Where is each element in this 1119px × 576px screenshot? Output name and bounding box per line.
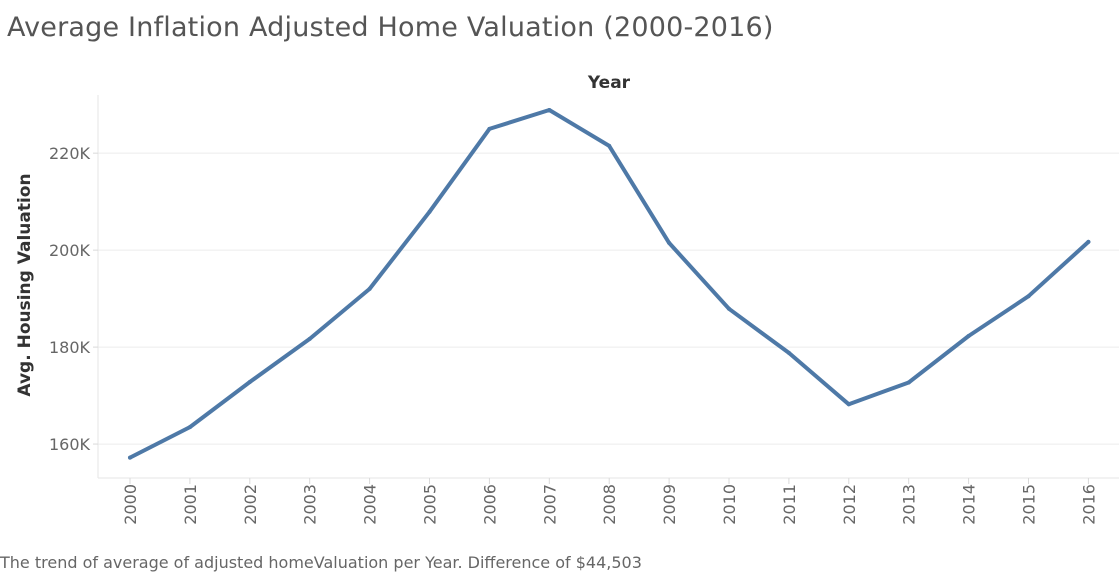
data-point-2003: [307, 336, 312, 341]
data-point-2010: [727, 306, 731, 311]
data-point-2015: [1026, 294, 1031, 299]
x-tick-label: 2015: [1020, 484, 1039, 525]
x-axis-title: Year: [587, 73, 631, 93]
x-tick-label: 2012: [840, 484, 859, 525]
x-tick-label: 2009: [660, 484, 679, 525]
y-axis-title: Avg. Housing Valuation: [15, 173, 35, 396]
y-tick-label: 200K: [49, 241, 91, 260]
data-point-2008: [607, 143, 612, 148]
y-tick-label: 220K: [49, 144, 91, 163]
x-tick-label: 2003: [301, 484, 320, 525]
data-point-2001: [187, 425, 192, 430]
x-tick-label: 2002: [241, 484, 260, 525]
x-tick-label: 2016: [1079, 484, 1098, 525]
series-line: [128, 108, 1091, 460]
x-tick-label: 2004: [361, 484, 380, 525]
data-point-2009: [667, 240, 672, 245]
data-point-2002: [247, 380, 252, 385]
x-tick-label: 2005: [421, 484, 440, 525]
x-tick-label: 2010: [720, 484, 739, 525]
data-point-2016: [1086, 239, 1091, 244]
x-tick-label: 2000: [121, 484, 140, 525]
data-point-2014: [966, 333, 971, 338]
x-tick-label: 2008: [600, 484, 619, 525]
y-tick-label: 180K: [49, 338, 91, 357]
x-tick-label: 2014: [960, 484, 979, 525]
x-tick-labels: 2000 2001 2002 2003 2004 2005 2006 2007 2008 2009…: [121, 478, 1098, 525]
x-tick-label: 2007: [540, 484, 559, 525]
y-tick-label: 160K: [49, 435, 91, 454]
y-tick-labels: 160K 180K 200K 220K: [49, 144, 98, 454]
data-point-2005: [427, 209, 432, 214]
gridlines: [98, 152, 1119, 445]
x-tick-label: 2011: [780, 484, 799, 525]
chart-caption: The trend of average of adjusted homeVal…: [0, 553, 642, 572]
data-point-2012: [846, 402, 851, 407]
data-point-2000: [128, 455, 132, 460]
data-point-2006: [487, 126, 492, 131]
x-tick-label: 2013: [900, 484, 919, 525]
axes: [97, 95, 1119, 479]
x-tick-label: 2006: [480, 484, 499, 525]
data-point-2011: [786, 350, 791, 355]
data-point-2004: [367, 286, 372, 291]
chart-title: Average Inflation Adjusted Home Valuatio…: [7, 12, 774, 43]
series: [128, 108, 1091, 460]
data-point-2007: [547, 108, 552, 113]
data-point-2013: [906, 380, 911, 385]
x-tick-label: 2001: [181, 484, 200, 525]
